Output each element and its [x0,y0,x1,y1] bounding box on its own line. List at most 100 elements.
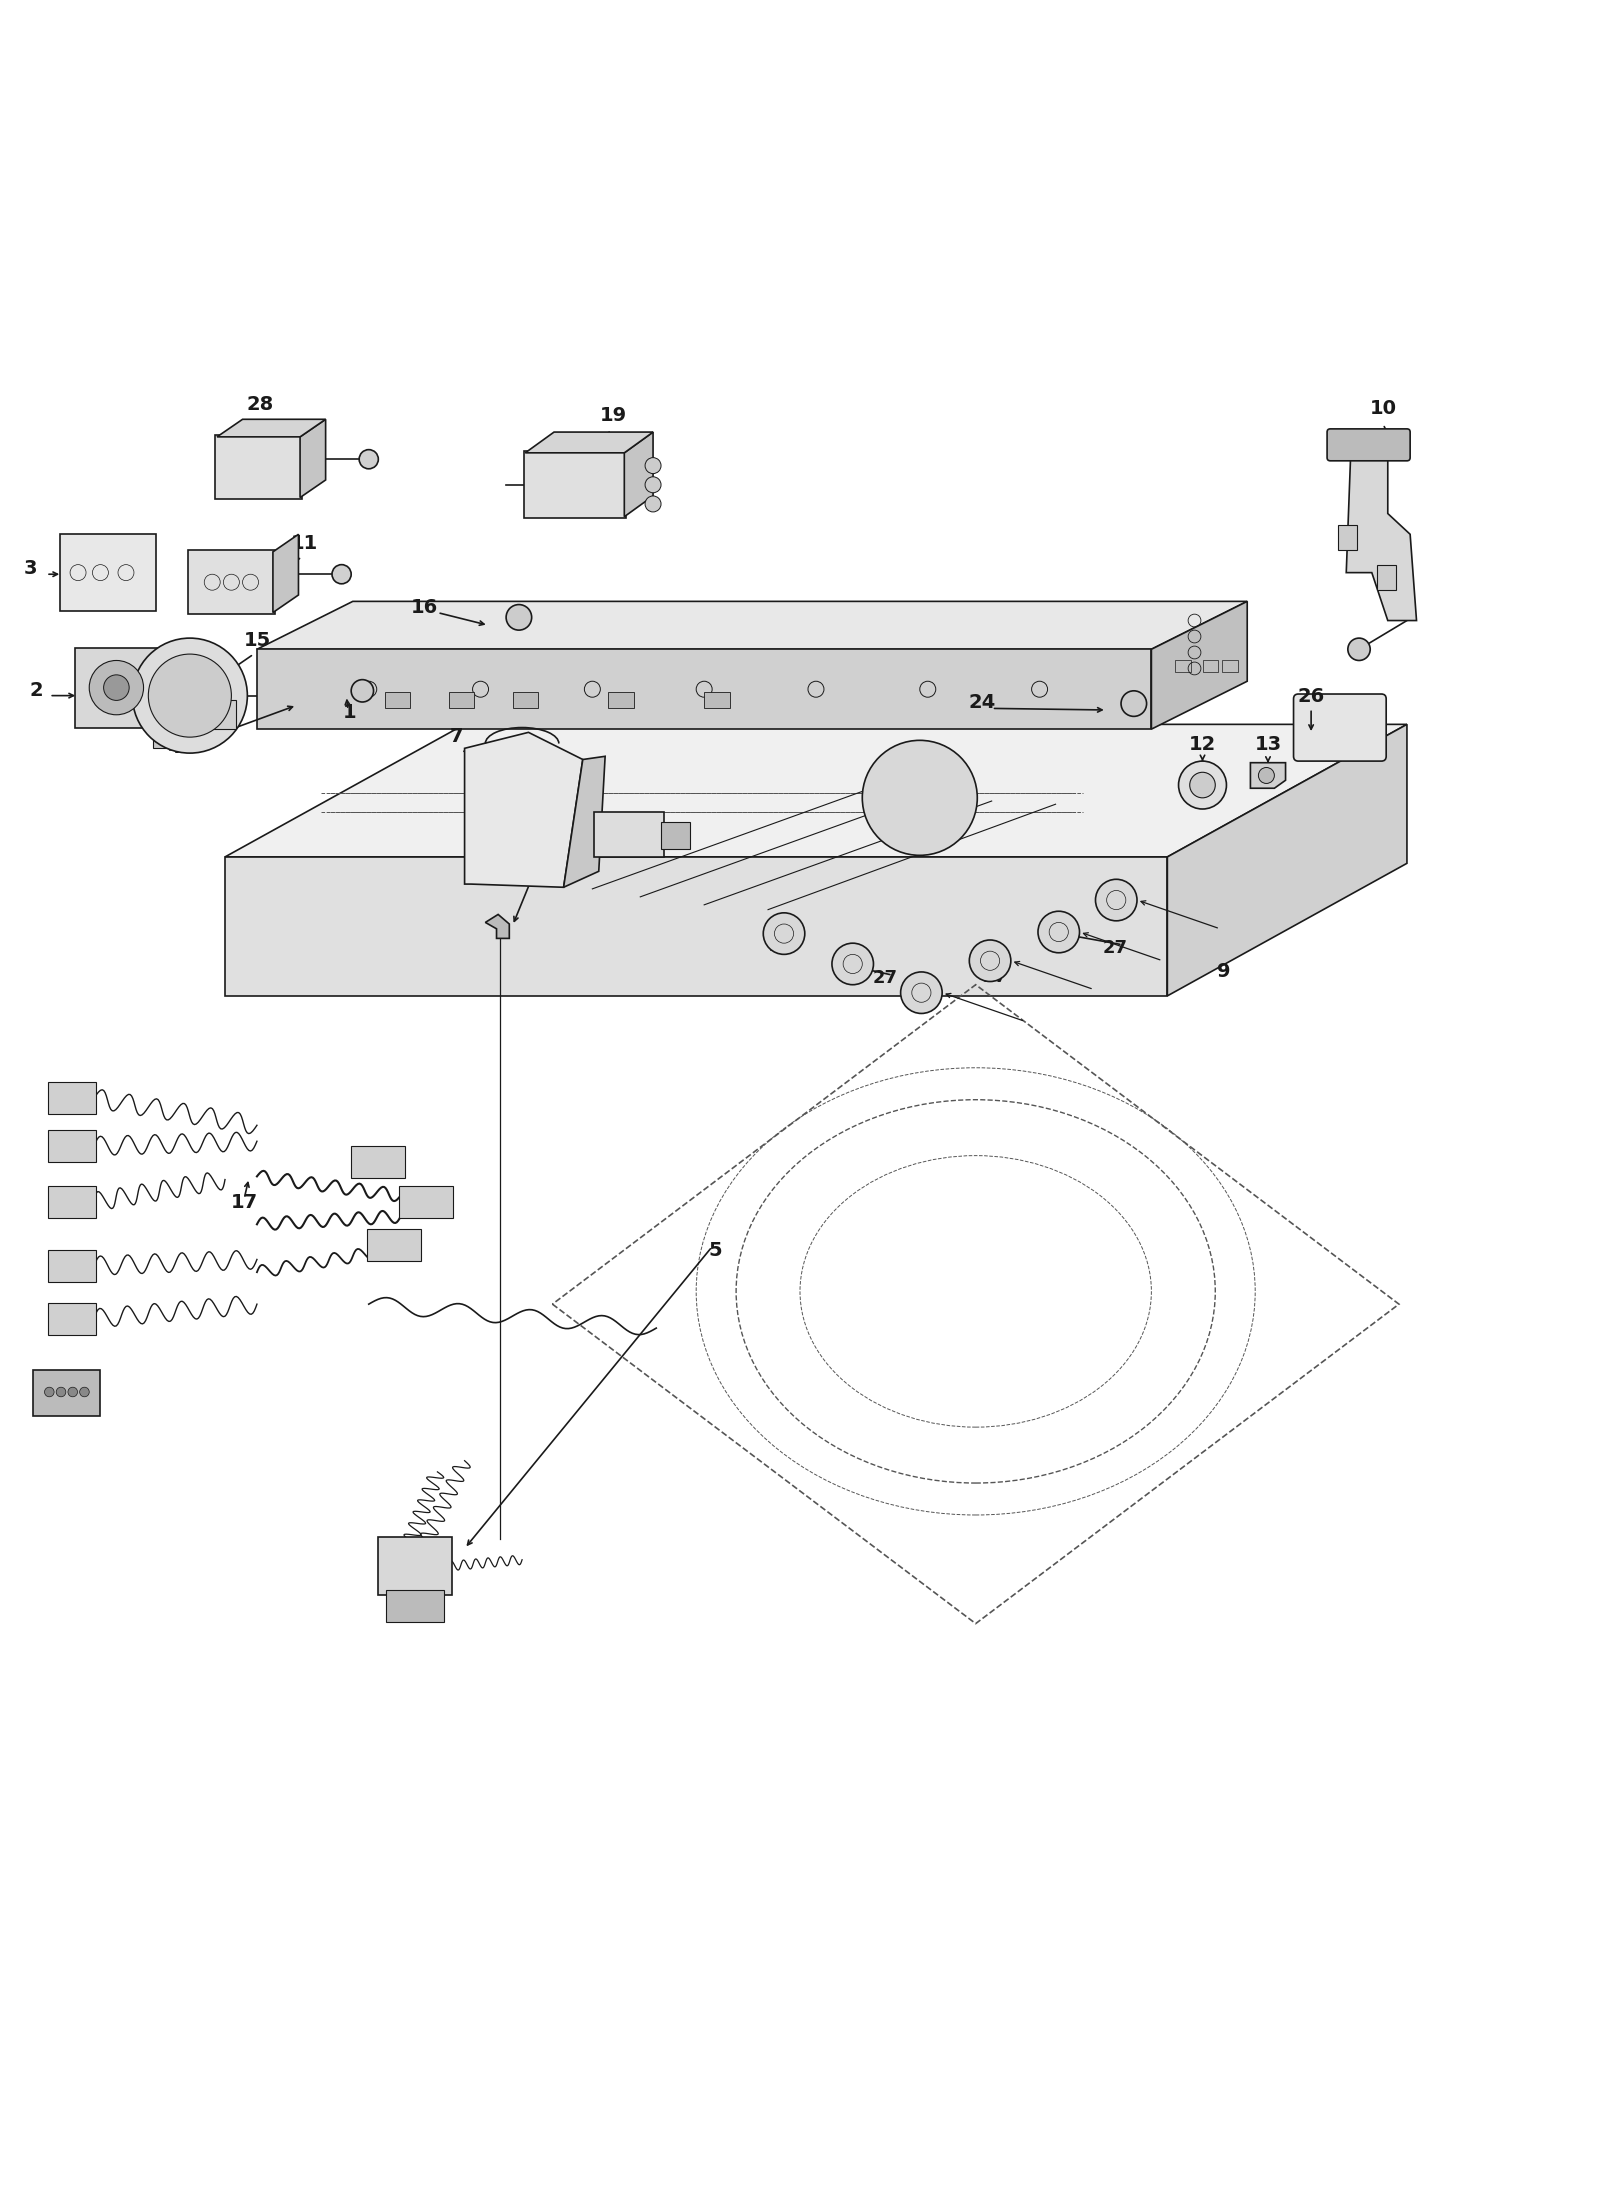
Text: 27: 27 [872,970,898,987]
Text: 4: 4 [166,738,181,758]
FancyBboxPatch shape [366,1228,421,1261]
FancyBboxPatch shape [48,1131,96,1162]
FancyBboxPatch shape [48,1186,96,1217]
Text: 14: 14 [563,793,590,813]
Text: 12: 12 [1189,736,1216,753]
Circle shape [970,941,1011,981]
FancyBboxPatch shape [48,1303,96,1334]
Circle shape [832,943,874,985]
Text: 2: 2 [30,680,43,700]
Circle shape [45,1387,54,1396]
Text: 8: 8 [541,839,555,859]
Circle shape [1122,691,1147,716]
Text: 3: 3 [24,559,37,579]
FancyBboxPatch shape [384,691,410,709]
Circle shape [1179,762,1227,808]
Text: 1: 1 [342,702,357,722]
Circle shape [1347,638,1370,660]
FancyBboxPatch shape [48,1082,96,1113]
Polygon shape [1152,601,1248,729]
Circle shape [149,654,232,738]
Circle shape [56,1387,66,1396]
FancyBboxPatch shape [386,1590,443,1621]
Polygon shape [301,420,326,497]
Circle shape [1259,767,1274,784]
Polygon shape [274,535,299,612]
FancyBboxPatch shape [189,550,275,614]
Text: 19: 19 [600,406,627,424]
Bar [1203,660,1219,672]
Text: 17: 17 [230,1193,258,1213]
Circle shape [763,912,805,954]
Text: 9: 9 [1216,961,1230,981]
Bar [1176,660,1192,672]
Circle shape [90,660,144,716]
Text: 27: 27 [982,968,1008,985]
Polygon shape [1168,725,1406,996]
Text: 7: 7 [450,727,464,747]
Text: 27: 27 [768,937,794,954]
FancyBboxPatch shape [378,1537,451,1595]
Text: 16: 16 [411,599,438,616]
Circle shape [1190,773,1216,797]
Polygon shape [258,601,1248,649]
Polygon shape [218,420,326,437]
Circle shape [358,451,378,468]
FancyBboxPatch shape [448,691,474,709]
Polygon shape [525,433,653,453]
FancyBboxPatch shape [1293,694,1386,762]
Polygon shape [1251,762,1285,789]
Circle shape [104,674,130,700]
FancyBboxPatch shape [154,722,182,749]
FancyBboxPatch shape [186,669,224,709]
Text: 27: 27 [1102,939,1126,956]
Circle shape [901,972,942,1014]
Polygon shape [563,755,605,888]
Circle shape [645,477,661,493]
FancyBboxPatch shape [1338,526,1357,550]
FancyBboxPatch shape [661,822,690,848]
Polygon shape [485,915,509,939]
Text: 10: 10 [1370,400,1397,418]
FancyBboxPatch shape [512,691,538,709]
Polygon shape [624,433,653,517]
Bar [1222,660,1238,672]
FancyBboxPatch shape [608,691,634,709]
Polygon shape [226,725,1406,857]
Polygon shape [1346,444,1416,621]
Text: 13: 13 [1254,736,1282,753]
Text: 24: 24 [968,694,995,711]
Polygon shape [258,649,1152,729]
Circle shape [645,497,661,512]
Circle shape [80,1387,90,1396]
Text: 28: 28 [246,395,274,413]
FancyBboxPatch shape [34,1370,101,1416]
Circle shape [350,680,373,702]
FancyBboxPatch shape [75,647,190,727]
FancyBboxPatch shape [350,1146,405,1177]
FancyBboxPatch shape [48,1250,96,1281]
Polygon shape [464,733,582,888]
FancyBboxPatch shape [1326,429,1410,462]
FancyBboxPatch shape [216,435,302,499]
Circle shape [67,1387,77,1396]
Polygon shape [226,857,1168,996]
Circle shape [862,740,978,855]
Circle shape [333,566,350,583]
Circle shape [1038,912,1080,952]
FancyBboxPatch shape [398,1186,453,1217]
FancyBboxPatch shape [704,691,730,709]
Text: 15: 15 [243,632,270,649]
Circle shape [133,638,248,753]
Text: 5: 5 [709,1241,722,1261]
Text: 26: 26 [1298,687,1325,707]
FancyBboxPatch shape [1376,566,1395,590]
Circle shape [1096,879,1138,921]
FancyBboxPatch shape [61,535,157,612]
FancyBboxPatch shape [594,813,664,857]
Circle shape [506,605,531,630]
Text: 11: 11 [291,535,318,552]
FancyBboxPatch shape [523,451,626,519]
Circle shape [645,457,661,473]
FancyBboxPatch shape [198,700,237,729]
